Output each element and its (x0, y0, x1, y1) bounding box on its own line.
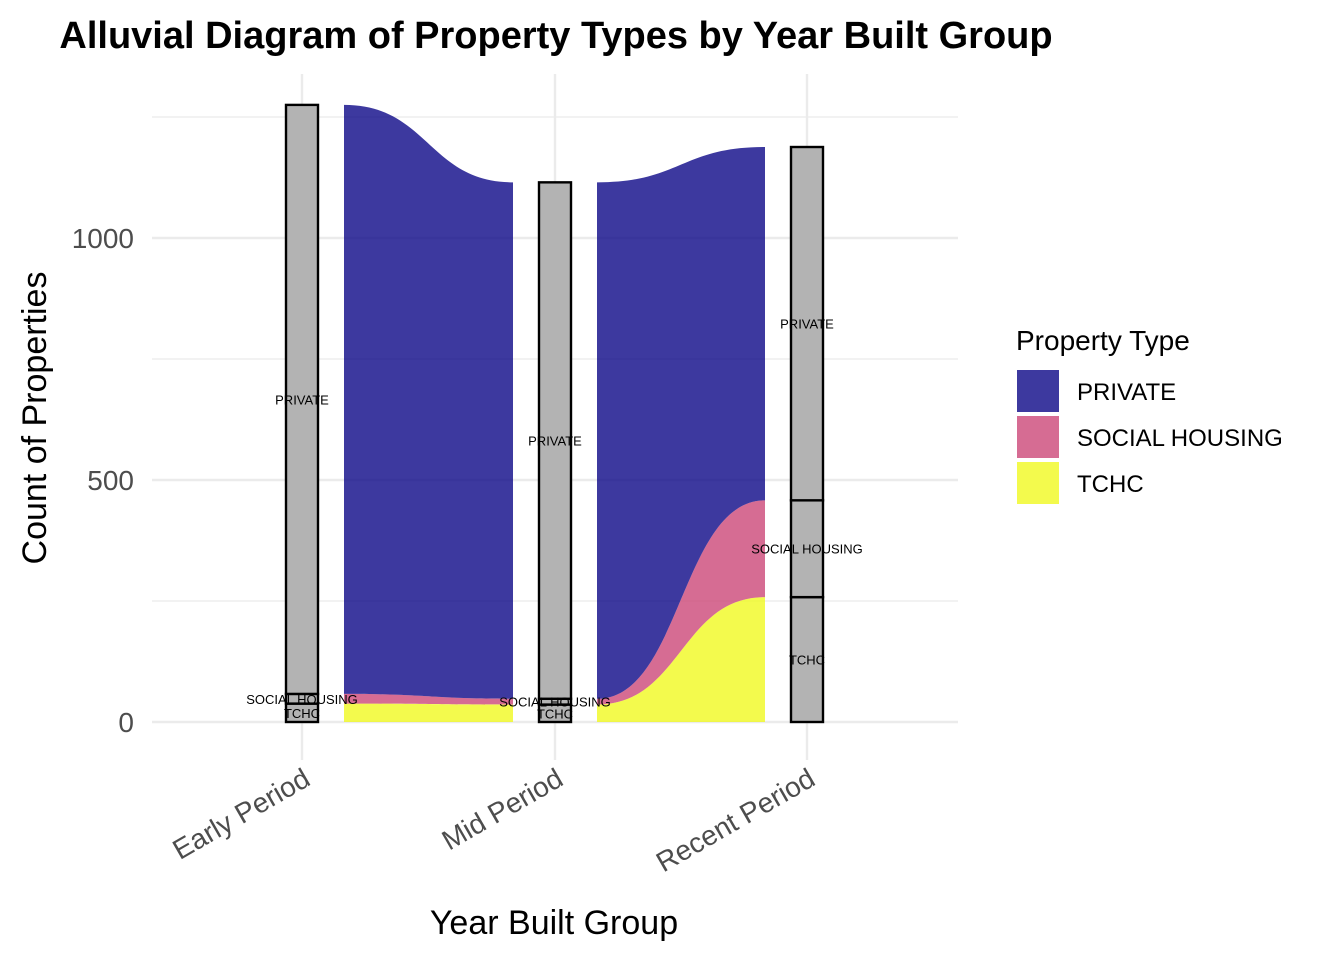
x-axis-title: Year Built Group (430, 904, 678, 942)
y-tick-label: 0 (118, 707, 134, 738)
legend-key-tchc (1017, 462, 1059, 504)
chart-title: Alluvial Diagram of Property Types by Ye… (59, 15, 1052, 57)
flow-private-1 (344, 104, 513, 699)
stratum-recent-period-social-housing (789, 499, 825, 599)
y-axis-ticks: 0 500 1000 (72, 223, 134, 738)
x-tick-label: Recent Period (651, 762, 820, 878)
x-tick-label: Early Period (167, 762, 315, 865)
stratum-early-period-private (284, 103, 320, 696)
legend-label-social-housing: SOCIAL HOUSING (1077, 425, 1283, 452)
stratum-mid-period-private (537, 181, 573, 700)
stratum-recent-period-tchc (789, 595, 825, 724)
x-tick-label: Mid Period (437, 762, 568, 856)
stratum-label-mid-period-social-housing: SOCIAL HOUSING (499, 695, 610, 710)
y-axis-title: Count of Properties (16, 272, 54, 565)
legend-title: Property Type (1016, 325, 1190, 356)
stratum-label-recent-period-private: PRIVATE (780, 317, 834, 332)
stratum-recent-period-private (789, 145, 825, 502)
flow-tchc-1 (344, 703, 513, 722)
stratum-label-early-period-tchc: TCHC (284, 706, 320, 721)
y-tick-label: 500 (87, 465, 134, 496)
legend: Property Type PRIVATE SOCIAL HOUSING TCHC (1016, 325, 1283, 504)
legend-key-social-housing (1017, 416, 1059, 458)
stratum-label-early-period-social-housing: SOCIAL HOUSING (246, 692, 357, 707)
flow-tchc-2 (597, 597, 765, 722)
flow-social-housing-2 (597, 500, 765, 705)
y-tick-label: 1000 (72, 223, 134, 254)
x-axis-ticks: Early Period Mid Period Recent Period (167, 762, 820, 878)
stratum-label-mid-period-private: PRIVATE (528, 434, 582, 449)
stratum-label-mid-period-tchc: TCHC (537, 706, 573, 721)
stratum-label-recent-period-social-housing: SOCIAL HOUSING (751, 542, 862, 557)
legend-label-tchc: TCHC (1077, 471, 1144, 498)
flow-private-2 (597, 147, 765, 699)
stratum-label-early-period-private: PRIVATE (275, 392, 329, 407)
stratum-label-recent-period-tchc: TCHC (789, 653, 825, 668)
flows (344, 104, 765, 722)
legend-key-private (1017, 370, 1059, 412)
legend-label-private: PRIVATE (1077, 379, 1176, 406)
flow-social-housing-1 (344, 693, 513, 705)
